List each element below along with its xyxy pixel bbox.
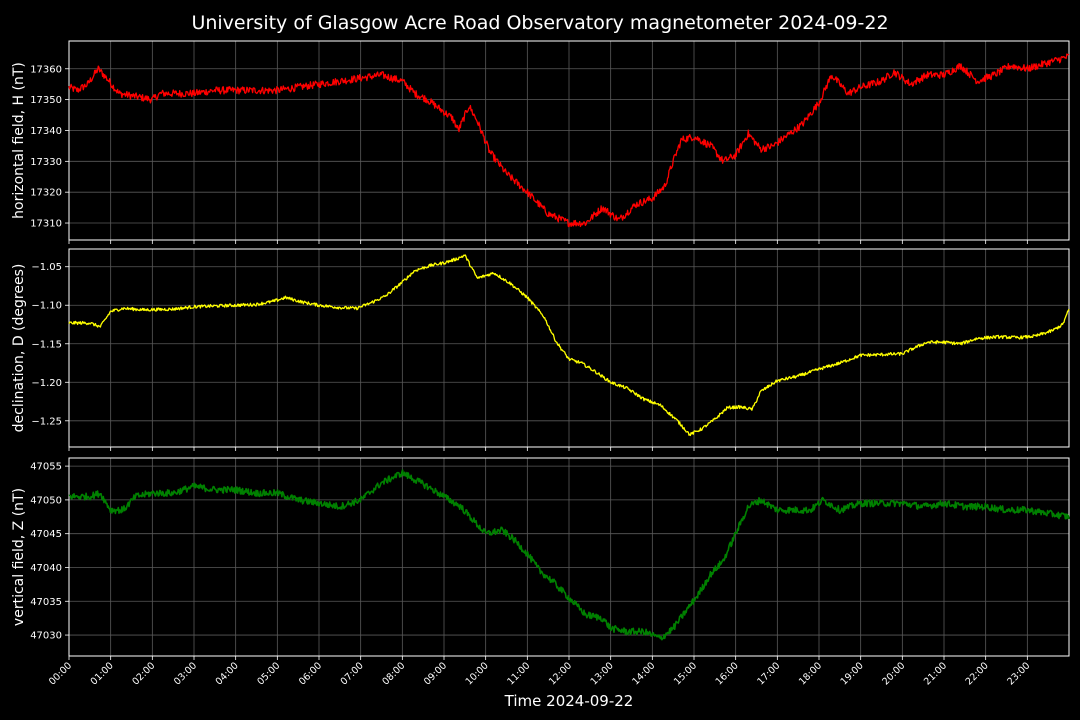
x-tick-label: 01:00 — [89, 660, 116, 687]
x-tick-label: 23:00 — [1005, 660, 1032, 687]
y-tick-label: 17350 — [30, 95, 62, 106]
y-tick-label: 17320 — [30, 188, 62, 199]
x-tick-label: 17:00 — [755, 660, 782, 687]
x-tick-label: 15:00 — [672, 660, 699, 687]
x-tick-label: 14:00 — [630, 660, 657, 687]
series-line — [68, 254, 1070, 437]
x-tick-label: 21:00 — [922, 660, 949, 687]
x-tick-label: 20:00 — [880, 660, 907, 687]
y-tick-label: 47030 — [30, 631, 62, 642]
series-line — [68, 469, 1070, 641]
y-tick-label: 47035 — [30, 597, 62, 608]
x-axis-label: Time 2024-09-22 — [504, 692, 634, 710]
y-axis-label: declination, D (degrees) — [11, 264, 27, 433]
panel-2: −1.25 −1.20 −1.15 −1.10 −1.05 declination, D … — [11, 248, 1070, 451]
y-tick-label: −1.15 — [31, 339, 62, 350]
y-tick-label: 47055 — [30, 462, 62, 473]
x-tick-label: 05:00 — [255, 660, 282, 687]
x-tick-label: 10:00 — [464, 660, 491, 687]
x-tick-label: 00:00 — [47, 660, 74, 687]
y-tick-label: −1.05 — [31, 262, 62, 273]
y-tick-label: −1.25 — [31, 416, 62, 427]
x-tick-label: 04:00 — [214, 660, 241, 687]
x-tick-label: 13:00 — [589, 660, 616, 687]
panel-1: 17310 17320 17330 17340 17350 17360horizontal… — [11, 40, 1070, 244]
axes-frame — [68, 248, 1070, 448]
x-tick-label: 07:00 — [339, 660, 366, 687]
panel-3: 47030 47035 47040 47045 47050 47055 vertical f… — [11, 457, 1070, 660]
x-tick-label: 06:00 — [297, 660, 324, 687]
chart-title: University of Glasgow Acre Road Observat… — [191, 12, 888, 34]
x-tick-label: 12:00 — [547, 660, 574, 687]
y-tick-label: 17330 — [30, 157, 62, 168]
x-tick-label: 02:00 — [130, 660, 157, 687]
y-tick-label: 47050 — [30, 495, 62, 506]
x-tick-label: 11:00 — [505, 660, 532, 687]
axes-frame — [68, 457, 1070, 657]
y-tick-label: −1.20 — [31, 378, 62, 389]
y-tick-label: 47045 — [30, 529, 62, 540]
y-tick-label: −1.10 — [31, 301, 62, 312]
x-tick-label: 08:00 — [380, 660, 407, 687]
series-line — [68, 53, 1070, 228]
x-tick-label: 18:00 — [797, 660, 824, 687]
x-tick-label: 16:00 — [714, 660, 741, 687]
y-tick-label: 17340 — [30, 126, 62, 137]
y-axis-label: horizontal field, H (nT) — [11, 62, 27, 219]
axes-frame — [68, 40, 1070, 241]
x-tick-label: 22:00 — [964, 660, 991, 687]
y-axis-label: vertical field, Z (nT) — [11, 488, 27, 626]
x-tick-label: 19:00 — [839, 660, 866, 687]
y-tick-label: 17310 — [30, 219, 62, 230]
y-tick-label: 17360 — [30, 64, 62, 75]
x-tick-label: 03:00 — [172, 660, 199, 687]
y-tick-label: 47040 — [30, 563, 62, 574]
x-tick-label: 09:00 — [422, 660, 449, 687]
